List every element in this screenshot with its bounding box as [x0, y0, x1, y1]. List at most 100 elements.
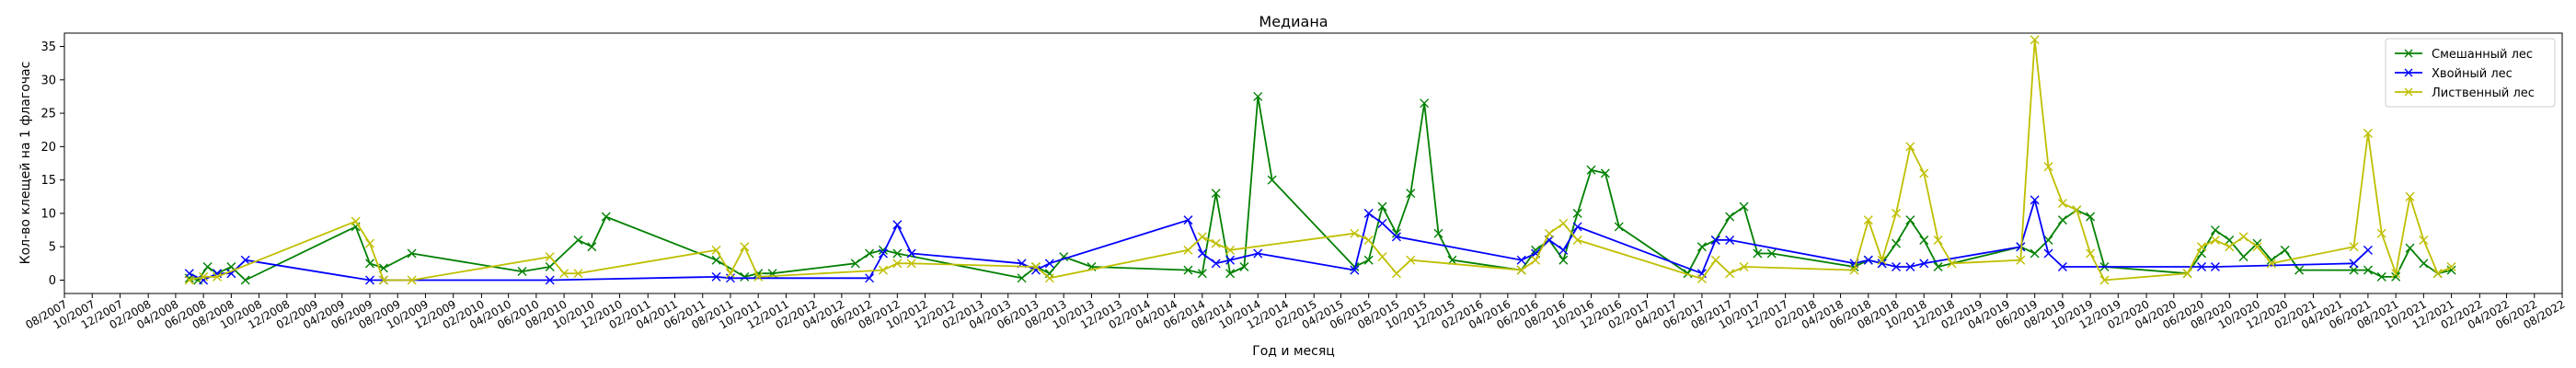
data-point: [2182, 269, 2192, 279]
y-axis-ticks: 0 5 10 15 20 25 30 35: [40, 40, 64, 288]
data-point: [1253, 248, 1263, 259]
data-point: [1544, 228, 1554, 238]
data-point: [1516, 265, 1526, 275]
data-point: [1739, 201, 1749, 212]
data-point: [517, 267, 527, 277]
data-point: [1225, 245, 1236, 255]
data-point: [1183, 245, 1193, 255]
data-point: [1905, 142, 1915, 152]
data-point: [1863, 255, 1873, 265]
data-point: [1391, 228, 1401, 238]
data-point: [2376, 228, 2386, 238]
data-point: [545, 252, 555, 262]
data-point: [1225, 255, 1236, 265]
series-1: [184, 91, 2456, 285]
data-point: [1710, 255, 1720, 265]
data-point: [2432, 269, 2443, 279]
data-point: [573, 235, 583, 245]
data-point: [753, 271, 764, 282]
data-point: [2043, 248, 2053, 259]
legend-label: Лиственный лес: [2432, 86, 2535, 100]
data-point: [2405, 191, 2415, 201]
data-point: [1239, 261, 1249, 271]
data-point: [1558, 255, 1569, 265]
data-point: [1933, 235, 1943, 245]
legend-label: Смешанный лес: [2432, 48, 2533, 62]
data-point: [213, 271, 222, 282]
data-point: [2238, 232, 2248, 242]
chart-title: Медиана: [1259, 13, 1328, 30]
data-point: [1947, 259, 1957, 269]
data-point: [1696, 274, 1707, 284]
data-point: [1696, 242, 1707, 252]
data-point: [711, 245, 721, 255]
data-point: [2030, 195, 2040, 205]
data-point: [1572, 235, 1582, 245]
data-point: [184, 269, 194, 279]
data-point: [740, 271, 750, 282]
x-axis-ticks: 08/200710/200712/200702/200804/200806/20…: [23, 293, 2568, 332]
data-point: [1919, 259, 1929, 269]
data-point: [2197, 261, 2207, 271]
data-point: [2225, 235, 2235, 245]
data-point: [2057, 261, 2067, 271]
data-point: [1406, 189, 1416, 199]
data-point: [365, 238, 374, 248]
data-point: [1350, 228, 1360, 238]
data-point: [2210, 225, 2220, 236]
data-point: [365, 259, 374, 269]
data-point: [2349, 242, 2359, 252]
data-point: [2280, 245, 2290, 255]
data-point: [2391, 269, 2401, 279]
data-point: [2391, 271, 2401, 282]
data-point: [1044, 273, 1054, 283]
data-point: [1558, 245, 1569, 255]
data-point: [2363, 265, 2373, 275]
data-point: [2252, 242, 2262, 252]
data-point: [1030, 261, 1041, 271]
data-point: [1377, 252, 1387, 262]
data-point: [1933, 261, 1943, 271]
data-point: [2099, 275, 2110, 285]
data-point: [2086, 212, 2096, 222]
data-point: [1391, 232, 1401, 242]
x-axis-label: Год и месяц: [1252, 344, 1335, 359]
data-point: [2238, 252, 2248, 262]
data-point: [1558, 218, 1569, 228]
data-point: [1211, 189, 1221, 199]
data-point: [1211, 259, 1221, 269]
data-point: [740, 242, 750, 252]
data-point: [351, 216, 361, 226]
data-point: [365, 275, 374, 285]
data-point: [1849, 265, 1859, 275]
y-tick-label: 15: [40, 174, 56, 188]
data-point: [1197, 232, 1207, 242]
y-tick-label: 5: [49, 241, 56, 255]
y-tick-label: 25: [40, 108, 56, 121]
data-point: [878, 265, 888, 275]
data-point: [559, 269, 569, 279]
legend: Смешанный лес Хвойный лес Лиственный лес: [2385, 38, 2556, 108]
series-line-3: [189, 39, 2452, 282]
data-point: [1766, 248, 1777, 259]
data-point: [1377, 218, 1387, 228]
data-point: [1420, 98, 1430, 109]
data-point: [2376, 271, 2386, 282]
legend-marker: [2404, 87, 2413, 97]
y-tick-label: 0: [49, 274, 56, 288]
data-point: [1739, 261, 1749, 271]
data-point: [1363, 208, 1374, 218]
data-point: [545, 275, 555, 285]
data-point: [2210, 261, 2220, 271]
data-point: [1725, 212, 1735, 222]
data-point: [2016, 255, 2026, 265]
data-point: [1253, 91, 1263, 101]
data-point: [2252, 238, 2262, 248]
data-point: [545, 261, 555, 271]
data-point: [2349, 265, 2359, 275]
data-point: [1363, 255, 1374, 265]
data-point: [1753, 248, 1763, 259]
data-point: [711, 255, 721, 265]
data-point: [2225, 242, 2235, 252]
